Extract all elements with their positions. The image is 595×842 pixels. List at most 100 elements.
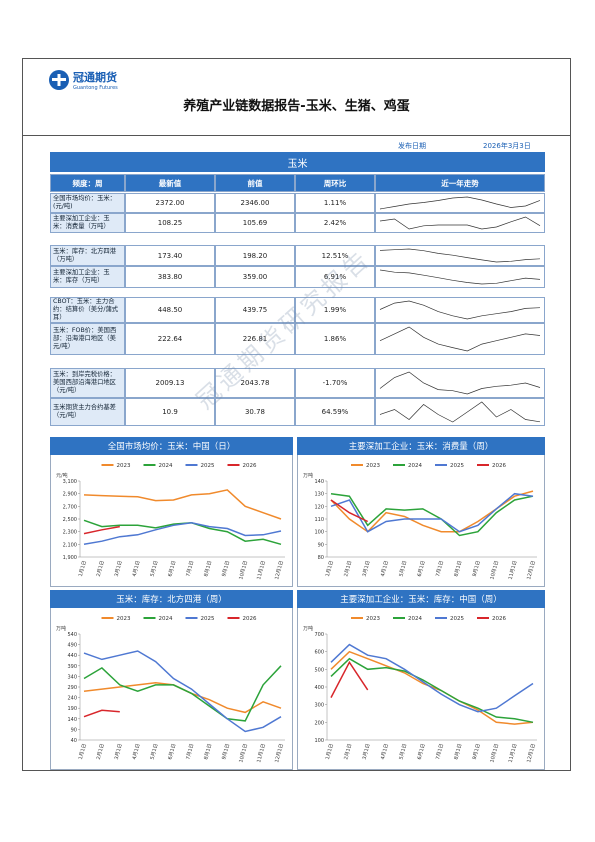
legend-label: 2024 [408,616,422,622]
y-tick-label: 200 [314,720,324,726]
x-tick-label: 12月1日 [274,560,285,580]
legend-label: 2026 [492,463,506,469]
y-tick-label: 110 [314,517,324,523]
legend-label: 2025 [201,616,215,622]
unit-label: 万吨 [303,625,313,632]
row-name: 主要深加工企业：玉米：消费量（万吨） [50,213,125,233]
cell-value: 173.40 [125,245,215,266]
x-tick-label: 11月1日 [508,560,519,580]
chart-border [50,590,293,770]
legend-label: 2025 [450,463,464,469]
cell-value: 222.64 [125,323,215,355]
chart-title-band [50,590,293,608]
unit-label: 万吨 [303,472,313,479]
y-tick-label: 300 [314,703,324,709]
legend-label: 2023 [366,463,380,469]
row-name: 主要深加工企业：玉米：库存（万吨） [50,266,125,288]
sparkline [379,216,541,230]
cell-value: 2043.78 [215,368,295,398]
sparkline-line [379,248,541,263]
chart-border [50,437,293,587]
x-tick-label: 11月1日 [256,560,267,580]
chart-title-band [297,437,545,455]
column-header: 最新值 [125,174,215,192]
y-tick-label: 2,100 [63,542,77,548]
y-tick-label: 120 [314,504,324,510]
series-line [330,660,369,698]
cell-value: 108.25 [125,213,215,233]
sparkline-line [379,326,541,352]
y-tick-label: 340 [67,674,77,680]
logo-icon [49,70,69,90]
series-line [330,643,534,713]
y-tick-label: 100 [314,530,324,536]
cell-value: 64.59% [295,398,375,426]
sparkline-line [379,371,541,395]
y-tick-label: 500 [314,667,324,673]
table-row: 玉米期货主力合约基差（元/吨） 10.9 30.78 64.59% [50,398,545,426]
chart-title: 主要深加工企业：玉米：消费量（周） [349,441,494,452]
logo-en: Guantong Futures [73,85,118,91]
row-name: 玉米：到岸完税价格：美国西部沿海港口地区（元/吨） [50,368,125,398]
y-tick-label: 700 [314,632,324,638]
legend-label: 2023 [366,616,380,622]
trend-cell [375,245,545,266]
x-tick-label: 4月1日 [132,743,142,760]
series-line [330,492,534,533]
y-tick-label: 240 [67,696,77,702]
sparkline-line [379,269,541,285]
legend-label: 2024 [159,463,173,469]
y-tick-label: 130 [314,492,324,498]
cell-value: -1.70% [295,368,375,398]
chart-title: 主要深加工企业：玉米：库存：中国（周） [340,594,502,605]
table-row: 玉米：库存：北方四港（万吨） 173.40 198.20 12.51% [50,245,545,266]
section-band: 玉米 [50,152,545,172]
series-line [83,709,120,718]
x-tick-label: 2月1日 [96,560,106,577]
y-tick-label: 140 [314,479,324,485]
cell-value: 226.81 [215,323,295,355]
series-line [83,489,282,520]
x-tick-label: 3月1日 [362,560,372,577]
x-tick-label: 8月1日 [453,743,463,760]
table-row: CBOT：玉米：主力合约：结算价（美分/蒲式耳） 448.50 439.75 1.99… [50,297,545,323]
legend-label: 2024 [408,463,422,469]
y-tick-label: 40 [71,738,77,744]
sparkline-line [379,216,541,230]
cell-value: 1.99% [295,297,375,323]
logo-cn: 冠通期货 [73,71,117,84]
cell-value: 10.9 [125,398,215,426]
x-tick-label: 6月1日 [167,743,177,760]
y-tick-label: 440 [67,653,77,659]
y-tick-label: 90 [318,542,324,548]
table-header: 频度：周 最新值 前值 周环比 近一年走势 [50,174,545,192]
x-tick-label: 10月1日 [489,743,500,763]
legend-label: 2023 [117,463,131,469]
sparkline [379,269,541,285]
sparkline-line [379,401,541,423]
sparkline [379,196,541,210]
row-name: CBOT：玉米：主力合约：结算价（美分/蒲式耳） [50,297,125,323]
legend-label: 2026 [243,463,257,469]
x-tick-label: 9月1日 [472,743,482,760]
cell-value: 2.42% [295,213,375,233]
legend-label: 2026 [243,616,257,622]
report-title: 养殖产业链数据报告-玉米、生猪、鸡蛋 [183,99,410,114]
x-tick-label: 12月1日 [526,743,537,763]
x-tick-label: 2月1日 [96,743,106,760]
x-tick-label: 7月1日 [185,560,195,577]
x-tick-label: 9月1日 [221,743,231,760]
cell-value: 448.50 [125,297,215,323]
x-tick-label: 4月1日 [380,560,390,577]
trend-cell [375,323,545,355]
y-tick-label: 140 [67,717,77,723]
sparkline [379,371,541,395]
y-tick-label: 190 [67,706,77,712]
table-row: 玉米：FOB价：美国西部：沿海港口地区（美元/吨） 222.64 226.81 1.8… [50,323,545,355]
row-name: 玉米：库存：北方四港（万吨） [50,245,125,266]
trend-cell [375,297,545,323]
x-tick-label: 10月1日 [238,743,249,763]
series-line [83,665,282,722]
page-frame [22,58,571,771]
x-tick-label: 11月1日 [256,743,267,763]
